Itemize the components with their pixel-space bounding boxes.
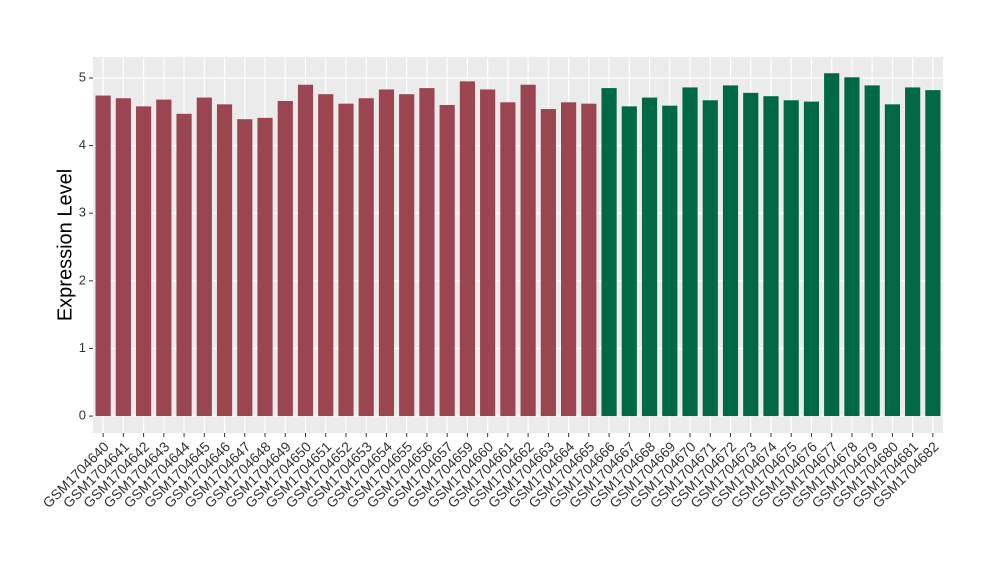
bar xyxy=(783,100,799,417)
bar xyxy=(601,88,617,417)
bar xyxy=(722,85,739,417)
bar xyxy=(520,84,536,417)
y-tick-label: 5 xyxy=(79,69,86,84)
bar xyxy=(277,100,293,417)
bar xyxy=(803,101,820,417)
panel xyxy=(93,57,943,433)
bar xyxy=(682,87,698,417)
bar xyxy=(216,104,233,417)
bar xyxy=(156,99,172,417)
bar xyxy=(378,89,395,417)
bar xyxy=(358,98,374,417)
bar xyxy=(459,81,475,417)
bar xyxy=(419,88,435,417)
bar xyxy=(95,95,111,417)
bar xyxy=(136,106,152,417)
bar xyxy=(176,113,192,417)
bar xyxy=(824,73,840,417)
y-axis-title: Expression Level xyxy=(54,169,76,321)
y-tick-label: 2 xyxy=(79,272,86,287)
bar xyxy=(561,102,577,417)
bar xyxy=(257,117,273,417)
bar xyxy=(925,90,941,417)
bar xyxy=(864,85,880,417)
bar xyxy=(318,94,334,417)
bar xyxy=(480,89,496,417)
bar xyxy=(540,109,556,417)
bar xyxy=(196,97,212,417)
y-tick-label: 0 xyxy=(79,408,86,423)
bar xyxy=(500,102,516,417)
bar xyxy=(297,84,314,417)
bar xyxy=(662,105,678,417)
y-tick-label: 3 xyxy=(79,205,86,220)
bar xyxy=(581,103,597,417)
bar xyxy=(338,103,354,417)
bar xyxy=(884,104,900,417)
bar xyxy=(115,98,131,417)
bar xyxy=(763,96,779,417)
bar xyxy=(237,119,253,417)
bar xyxy=(399,94,415,417)
y-tick-label: 1 xyxy=(79,340,86,355)
bar xyxy=(844,77,860,417)
bar xyxy=(743,92,759,417)
bar xyxy=(702,100,718,417)
bar xyxy=(621,106,637,417)
bar xyxy=(641,97,658,417)
bar xyxy=(905,87,921,417)
y-tick-label: 4 xyxy=(79,137,86,152)
bar xyxy=(439,105,455,417)
